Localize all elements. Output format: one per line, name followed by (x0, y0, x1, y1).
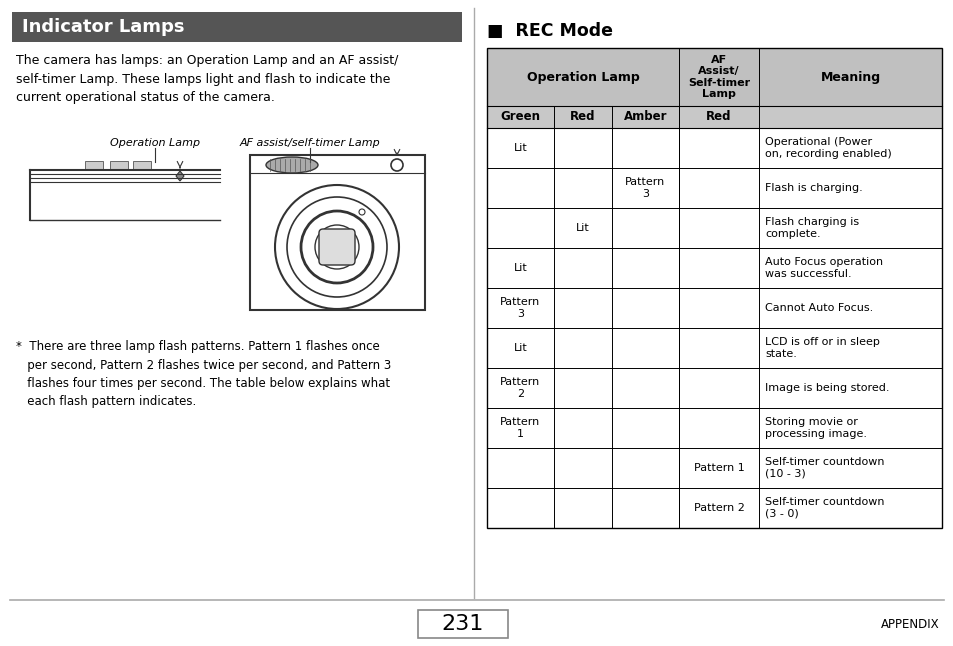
Text: Pattern
2: Pattern 2 (500, 377, 540, 399)
Text: Auto Focus operation
was successful.: Auto Focus operation was successful. (764, 257, 882, 279)
Text: Lit: Lit (513, 263, 527, 273)
FancyBboxPatch shape (417, 610, 507, 638)
Text: Pattern
3: Pattern 3 (500, 297, 540, 318)
FancyBboxPatch shape (85, 161, 103, 169)
Text: Amber: Amber (623, 110, 666, 123)
Text: Storing movie or
processing image.: Storing movie or processing image. (764, 417, 866, 439)
Text: Image is being stored.: Image is being stored. (764, 383, 888, 393)
Text: Pattern 1: Pattern 1 (693, 463, 743, 473)
Text: Lit: Lit (576, 223, 589, 233)
Polygon shape (175, 171, 184, 181)
Text: Meaning: Meaning (820, 70, 880, 83)
Text: Cannot Auto Focus.: Cannot Auto Focus. (764, 303, 872, 313)
Ellipse shape (266, 157, 317, 173)
Text: Self-timer countdown
(10 - 3): Self-timer countdown (10 - 3) (764, 457, 883, 479)
FancyBboxPatch shape (110, 161, 128, 169)
Text: Operation Lamp: Operation Lamp (110, 138, 200, 148)
FancyBboxPatch shape (132, 161, 151, 169)
Text: AF
Assist/
Self-timer
Lamp: AF Assist/ Self-timer Lamp (687, 55, 749, 99)
Text: Indicator Lamps: Indicator Lamps (22, 18, 184, 36)
Text: The camera has lamps: an Operation Lamp and an AF assist/
self-timer Lamp. These: The camera has lamps: an Operation Lamp … (16, 54, 398, 104)
FancyBboxPatch shape (486, 48, 941, 106)
Circle shape (358, 209, 365, 215)
Text: Pattern 2: Pattern 2 (693, 503, 743, 513)
Text: Lit: Lit (513, 343, 527, 353)
Text: *  There are three lamp flash patterns. Pattern 1 flashes once
   per second, Pa: * There are three lamp flash patterns. P… (16, 340, 391, 408)
Text: ■  REC Mode: ■ REC Mode (486, 22, 613, 40)
Text: Operational (Power
on, recording enabled): Operational (Power on, recording enabled… (764, 137, 891, 159)
Text: Flash charging is
complete.: Flash charging is complete. (764, 217, 859, 239)
Text: Red: Red (570, 110, 595, 123)
FancyBboxPatch shape (318, 229, 355, 265)
Text: APPENDIX: APPENDIX (881, 618, 939, 630)
Text: Flash is charging.: Flash is charging. (764, 183, 862, 193)
Text: LCD is off or in sleep
state.: LCD is off or in sleep state. (764, 337, 879, 359)
Text: Self-timer countdown
(3 - 0): Self-timer countdown (3 - 0) (764, 497, 883, 519)
Text: Green: Green (500, 110, 540, 123)
Text: 231: 231 (441, 614, 484, 634)
Text: Pattern
3: Pattern 3 (625, 177, 665, 199)
Text: AF assist/self-timer Lamp: AF assist/self-timer Lamp (239, 138, 380, 148)
FancyBboxPatch shape (486, 106, 941, 128)
Text: Red: Red (705, 110, 731, 123)
Text: Lit: Lit (513, 143, 527, 153)
FancyBboxPatch shape (250, 155, 424, 310)
Text: Pattern
1: Pattern 1 (500, 417, 540, 439)
FancyBboxPatch shape (12, 12, 461, 42)
Text: Operation Lamp: Operation Lamp (526, 70, 639, 83)
